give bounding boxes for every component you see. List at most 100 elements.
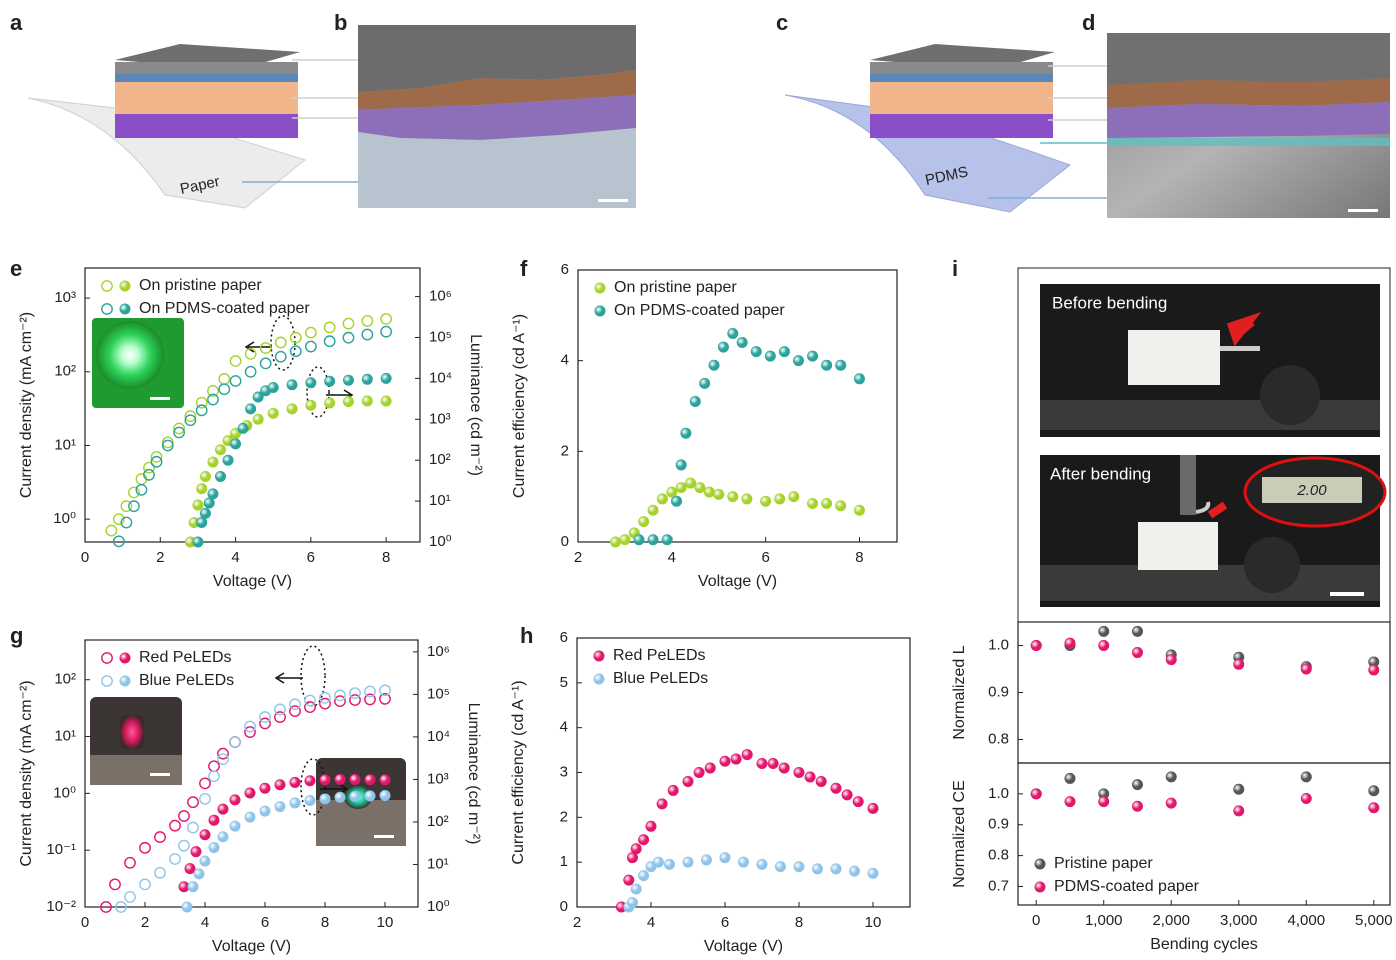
layer-blue — [870, 74, 1053, 82]
data-point — [831, 783, 841, 793]
data-point — [343, 318, 353, 328]
stage — [1040, 400, 1380, 430]
data-point — [260, 358, 270, 368]
data-point — [653, 857, 663, 867]
data-point — [812, 864, 822, 874]
data-point — [807, 351, 817, 361]
data-point — [193, 537, 203, 547]
data-point — [634, 535, 644, 545]
data-point — [718, 342, 728, 352]
data-point — [230, 439, 240, 449]
data-point — [320, 775, 330, 785]
data-point — [695, 482, 705, 492]
data-point — [179, 811, 189, 821]
data-point — [676, 482, 686, 492]
data-point — [290, 699, 300, 709]
data-point — [627, 897, 637, 907]
data-point — [324, 336, 334, 346]
data-point — [209, 815, 219, 825]
data-point — [209, 761, 219, 771]
data-point — [816, 776, 826, 786]
knob — [1244, 537, 1300, 593]
x-tick-label: 4 — [231, 549, 239, 566]
data-point — [683, 857, 693, 867]
data-point — [1132, 647, 1142, 657]
data-point — [275, 801, 285, 811]
legend-marker — [102, 653, 112, 663]
data-point — [1065, 773, 1075, 783]
data-point — [1369, 786, 1379, 796]
data-point — [720, 852, 730, 862]
data-point — [362, 329, 372, 339]
y-tick-label: 10³ — [429, 410, 451, 427]
data-point — [140, 879, 150, 889]
data-point — [664, 859, 674, 869]
data-point — [728, 328, 738, 338]
data-point — [362, 316, 372, 326]
data-point — [305, 776, 315, 786]
x-tick-label: 4 — [668, 549, 676, 566]
x-tick-label: 0 — [81, 914, 89, 931]
data-point — [193, 500, 203, 510]
data-point — [768, 758, 778, 768]
block — [1128, 330, 1220, 385]
data-point — [690, 396, 700, 406]
data-point — [350, 688, 360, 698]
data-point — [200, 830, 210, 840]
x-tick-label: 6 — [761, 549, 769, 566]
data-point — [1031, 640, 1041, 650]
data-point — [831, 864, 841, 874]
data-point — [365, 774, 375, 784]
legend-marker — [595, 306, 605, 316]
y-tick-label: 0.8 — [988, 730, 1009, 747]
data-point — [668, 785, 678, 795]
data-point — [657, 799, 667, 809]
photo-caption: After bending — [1050, 464, 1151, 483]
data-point — [662, 535, 672, 545]
data-point — [287, 404, 297, 414]
data-point — [253, 414, 263, 424]
scale-bar — [1348, 209, 1378, 212]
data-point — [290, 777, 300, 787]
x-tick-label: 8 — [795, 914, 803, 931]
data-point — [793, 355, 803, 365]
data-point — [188, 797, 198, 807]
sem-image: b — [334, 10, 636, 208]
x-tick-label: 6 — [307, 549, 315, 566]
scale-bar — [150, 773, 170, 776]
data-point — [699, 378, 709, 388]
x-axis-label: Voltage (V) — [213, 573, 292, 590]
y-tick-label: 10⁴ — [427, 728, 450, 745]
data-point — [110, 879, 120, 889]
data-point — [245, 788, 255, 798]
panel-label: i — [952, 256, 958, 281]
y-tick-label: 10³ — [54, 289, 76, 306]
y-tick-label: 10⁶ — [429, 288, 452, 305]
data-point — [185, 863, 195, 873]
y-axis-label: Current density (mA cm⁻²) — [18, 312, 35, 498]
data-point — [742, 494, 752, 504]
x-tick-label: 4 — [647, 914, 655, 931]
data-point — [245, 404, 255, 414]
stage — [1040, 565, 1380, 601]
data-point — [775, 861, 785, 871]
data-point — [245, 367, 255, 377]
data-point — [380, 775, 390, 785]
layer-electrode — [870, 62, 1053, 74]
data-point — [849, 866, 859, 876]
data-point — [276, 337, 286, 347]
data-point — [1099, 640, 1109, 650]
x-tick-label: 0 — [81, 549, 89, 566]
data-point — [155, 832, 165, 842]
legend-label: Pristine paper — [1054, 855, 1153, 872]
data-point — [760, 496, 770, 506]
sem-top — [1107, 33, 1390, 85]
data-point — [765, 351, 775, 361]
data-point — [350, 791, 360, 801]
data-point — [188, 822, 198, 832]
y-tick-label: 10² — [54, 363, 76, 380]
y-tick-label: 5 — [560, 674, 568, 691]
data-point — [200, 508, 210, 518]
data-point — [737, 337, 747, 347]
data-point — [631, 884, 641, 894]
